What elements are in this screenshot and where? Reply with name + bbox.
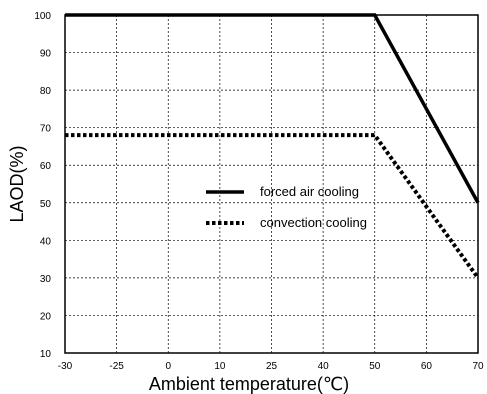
x-tick-label: 50 <box>369 361 381 372</box>
x-tick-label: 10 <box>214 361 226 372</box>
y-tick-label: 50 <box>40 199 52 210</box>
x-axis-label: Ambient temperature(℃) <box>149 374 349 394</box>
y-tick-label: 60 <box>40 161 52 172</box>
y-tick-labels: 10 20 30 40 50 60 70 80 90 100 <box>34 11 51 360</box>
grid <box>65 15 478 353</box>
y-tick-label: 100 <box>34 11 51 22</box>
y-tick-label: 20 <box>40 311 52 322</box>
x-tick-label: 25 <box>266 361 278 372</box>
x-tick-label: -30 <box>58 361 73 372</box>
x-tick-label: -25 <box>109 361 124 372</box>
x-tick-label: 0 <box>165 361 171 372</box>
series-line <box>65 133 480 280</box>
x-tick-label: 40 <box>318 361 330 372</box>
y-tick-label: 80 <box>40 86 52 97</box>
x-tick-label: 60 <box>421 361 433 372</box>
series-lines <box>65 13 480 280</box>
plot-frame <box>64 14 479 354</box>
legend: forced air cooling convection cooling <box>206 184 367 230</box>
y-tick-label: 10 <box>40 349 52 360</box>
x-tick-labels: -30 -25 0 10 25 40 50 60 70 <box>58 361 484 372</box>
y-tick-label: 70 <box>40 124 52 135</box>
legend-label: forced air cooling <box>260 184 359 199</box>
y-tick-label: 30 <box>40 274 52 285</box>
y-axis-label: LAOD(%) <box>7 145 27 222</box>
legend-label: convection cooling <box>260 215 367 230</box>
x-tick-label: 70 <box>472 361 484 372</box>
y-tick-label: 40 <box>40 236 52 247</box>
y-tick-label: 90 <box>40 49 52 60</box>
